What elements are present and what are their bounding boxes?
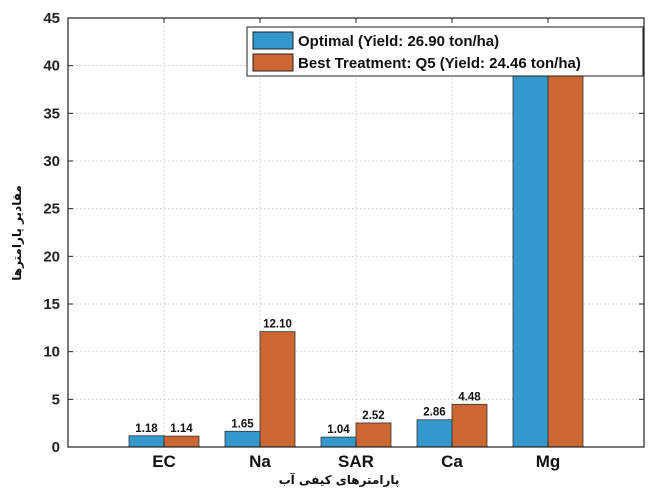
- y-tick-label: 45: [43, 10, 60, 27]
- bar-best-treatment-na: [259, 331, 296, 448]
- data-label: 12.10: [263, 319, 292, 331]
- x-tick-label: Ca: [441, 452, 463, 471]
- data-labels: 1.18 1.14 1.65 12.10 1.04 2.52 2.86 4.48: [135, 319, 481, 436]
- y-tick-labels: 0 5 10 15 20 25 30 35 40 45: [43, 10, 60, 456]
- bar-best-treatment-ec: [163, 435, 200, 448]
- data-label: 1.04: [327, 424, 350, 436]
- bar-best-treatment-ca: [451, 403, 488, 448]
- x-tick-labels: EC Na SAR Ca Mg: [152, 452, 560, 471]
- legend-label-best-treatment: Best Treatment: Q5 (Yield: 24.46 ton/ha): [298, 55, 581, 72]
- plot-frame: [67, 17, 645, 448]
- y-tick-label: 40: [43, 58, 60, 75]
- y-tick-label: 30: [43, 153, 60, 170]
- y-tick-label: 5: [52, 391, 60, 408]
- bar-optimal-mg: [512, 71, 549, 448]
- x-tick-label: Na: [249, 452, 271, 471]
- legend-swatch-optimal: [252, 31, 294, 50]
- bar-optimal-na: [224, 430, 261, 448]
- y-axis-label: مقادیر پارامترها: [10, 185, 24, 281]
- data-label: 2.52: [362, 410, 384, 422]
- data-label: 1.65: [231, 418, 254, 430]
- legend-swatch-best-treatment: [252, 53, 294, 72]
- y-tick-label: 35: [43, 105, 60, 122]
- y-tick-label: 15: [43, 296, 60, 313]
- legend-box: [246, 26, 644, 77]
- x-tick-label: SAR: [338, 452, 374, 471]
- x-tick-label: Mg: [536, 452, 561, 471]
- data-label: 2.86: [423, 407, 445, 419]
- data-label: 1.18: [135, 423, 158, 435]
- bar-optimal-ca: [416, 419, 453, 448]
- x-tick-label: EC: [152, 452, 176, 471]
- y-tick-label: 10: [43, 344, 60, 361]
- bar-best-treatment-sar: [355, 422, 392, 448]
- y-tick-label: 25: [43, 201, 60, 218]
- bar-optimal-ec: [128, 435, 165, 448]
- legend: Optimal (Yield: 26.90 ton/ha) Best Treat…: [246, 26, 644, 77]
- y-tick-label: 20: [43, 248, 60, 265]
- data-label: 1.14: [170, 423, 193, 435]
- data-label: 4.48: [458, 391, 481, 403]
- legend-label-optimal: Optimal (Yield: 26.90 ton/ha): [298, 33, 499, 50]
- bar-best-treatment-mg: [547, 71, 584, 448]
- y-tick-label: 0: [52, 439, 60, 456]
- bar-optimal-sar: [320, 436, 357, 448]
- x-axis-label: پارامترهای کیفی آب: [279, 472, 400, 487]
